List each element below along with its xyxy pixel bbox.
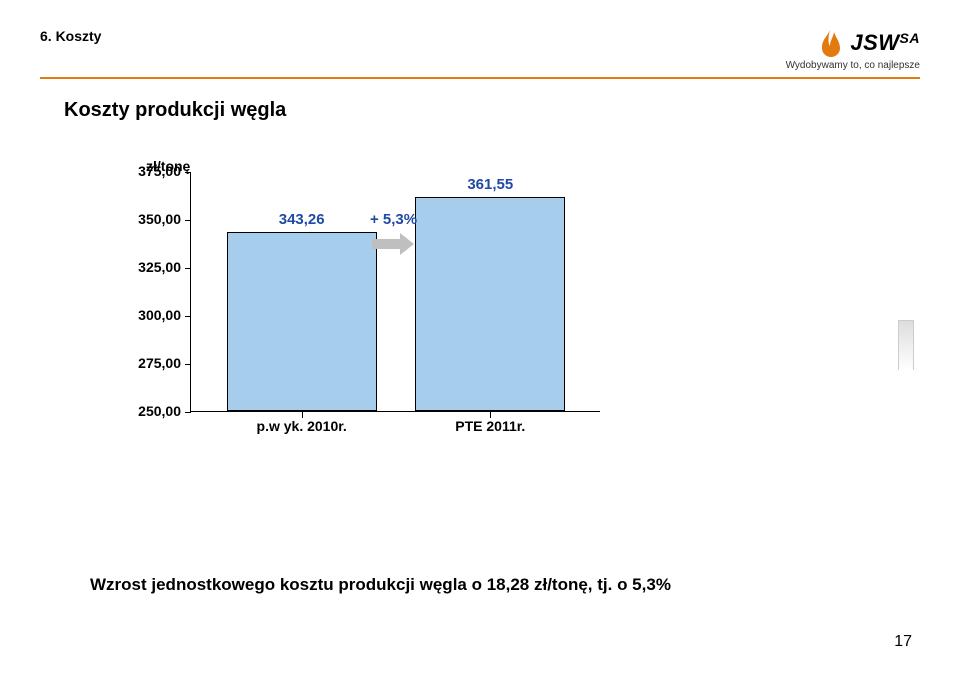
- footnote: Wzrost jednostkowego kosztu produkcji wę…: [90, 575, 671, 595]
- y-tick: [185, 220, 191, 221]
- x-category-label: PTE 2011r.: [410, 418, 570, 434]
- y-tick: [185, 364, 191, 365]
- y-tick: [185, 268, 191, 269]
- bar: [415, 197, 565, 411]
- side-gradient-decoration: [898, 320, 914, 370]
- chart-axes: 250,00275,00300,00325,00350,00375,00343,…: [190, 172, 600, 412]
- brand-name: JSWSA: [850, 30, 920, 56]
- page-number: 17: [894, 633, 912, 651]
- y-tick: [185, 316, 191, 317]
- x-category-label: p.w yk. 2010r.: [222, 418, 382, 434]
- bar-value-label: 361,55: [415, 176, 565, 193]
- bar: [227, 232, 377, 411]
- y-tick-label: 350,00: [119, 211, 181, 227]
- header-rule: [40, 77, 920, 79]
- page-title: Koszty produkcji węgla: [64, 99, 920, 122]
- delta-label: + 5,3%: [370, 211, 417, 228]
- y-tick: [185, 412, 191, 413]
- flame-icon: [816, 28, 846, 58]
- y-tick-label: 300,00: [119, 307, 181, 323]
- y-tick-label: 250,00: [119, 403, 181, 419]
- brand-tagline: Wydobywamy to, co najlepsze: [786, 60, 920, 71]
- bar-value-label: 343,26: [227, 211, 377, 228]
- y-tick-label: 325,00: [119, 259, 181, 275]
- y-tick-label: 275,00: [119, 355, 181, 371]
- cost-bar-chart: zł/tonę 250,00275,00300,00325,00350,0037…: [110, 172, 630, 452]
- section-label: 6. Koszty: [40, 28, 101, 44]
- y-tick-label: 375,00: [119, 163, 181, 179]
- y-tick: [185, 172, 191, 173]
- brand-logo: JSWSA Wydobywamy to, co najlepsze: [786, 28, 920, 71]
